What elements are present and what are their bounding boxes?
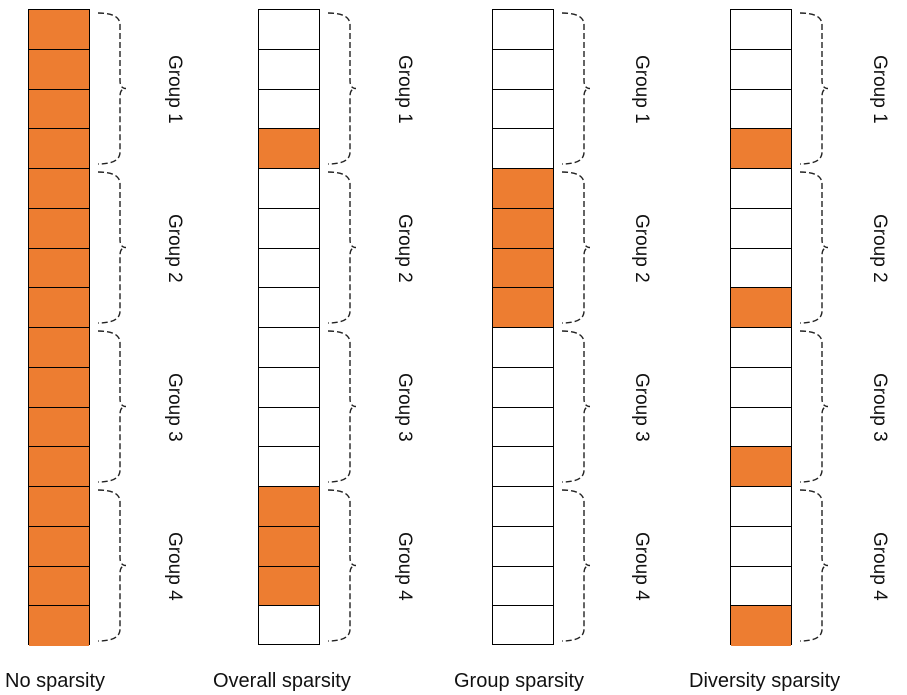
empty-cell <box>493 487 553 527</box>
filled-cell <box>29 89 89 130</box>
empty-cell <box>259 169 319 209</box>
weight-bar <box>258 9 320 645</box>
empty-cell <box>493 368 553 408</box>
group-brace <box>97 489 127 642</box>
filled-cell <box>259 566 319 607</box>
filled-cell <box>29 407 89 448</box>
filled-cell <box>29 328 89 368</box>
filled-cell <box>29 526 89 567</box>
filled-cell <box>29 248 89 289</box>
filled-cell <box>29 566 89 607</box>
filled-cell <box>731 447 791 487</box>
empty-cell <box>731 328 791 368</box>
column-title: Diversity sparsity <box>689 670 841 692</box>
filled-cell <box>259 526 319 567</box>
group-brace <box>561 171 591 324</box>
filled-cell <box>731 129 791 169</box>
group-brace <box>327 12 357 165</box>
empty-cell <box>259 288 319 328</box>
empty-cell <box>493 90 553 130</box>
filled-cell <box>29 169 89 209</box>
group-brace <box>327 489 357 642</box>
weight-bar <box>28 9 90 646</box>
filled-cell <box>29 129 89 169</box>
empty-cell <box>259 368 319 408</box>
empty-cell <box>259 50 319 90</box>
filled-cell <box>493 169 553 209</box>
group-brace <box>799 171 829 324</box>
filled-cell <box>493 288 553 328</box>
empty-cell <box>259 447 319 487</box>
empty-cell <box>731 408 791 448</box>
group-brace <box>799 489 829 642</box>
empty-cell <box>259 209 319 249</box>
filled-cell <box>493 248 553 289</box>
filled-cell <box>29 606 89 646</box>
group-brace <box>327 171 357 324</box>
column-title: Overall sparsity <box>213 670 351 692</box>
empty-cell <box>493 10 553 50</box>
filled-cell <box>29 367 89 408</box>
filled-cell <box>29 487 89 527</box>
filled-cell <box>259 487 319 527</box>
filled-cell <box>731 288 791 328</box>
group-brace <box>561 12 591 165</box>
empty-cell <box>493 567 553 607</box>
empty-cell <box>731 368 791 408</box>
filled-cell <box>29 10 89 50</box>
group-brace <box>97 171 127 324</box>
empty-cell <box>493 408 553 448</box>
empty-cell <box>731 169 791 209</box>
empty-cell <box>731 209 791 249</box>
empty-cell <box>731 90 791 130</box>
group-brace <box>799 12 829 165</box>
group-brace <box>561 330 591 483</box>
group-brace <box>561 489 591 642</box>
group-brace <box>97 330 127 483</box>
filled-cell <box>29 208 89 249</box>
column-title: No sparsity <box>5 670 106 692</box>
empty-cell <box>493 447 553 487</box>
filled-cell <box>29 288 89 328</box>
empty-cell <box>259 90 319 130</box>
filled-cell <box>731 606 791 646</box>
group-brace <box>799 330 829 483</box>
empty-cell <box>259 249 319 289</box>
filled-cell <box>29 49 89 90</box>
empty-cell <box>493 527 553 567</box>
group-brace <box>327 330 357 483</box>
filled-cell <box>259 129 319 169</box>
empty-cell <box>731 527 791 567</box>
group-brace <box>97 12 127 165</box>
empty-cell <box>731 567 791 607</box>
column-title: Group sparsity <box>454 670 585 692</box>
empty-cell <box>493 50 553 90</box>
empty-cell <box>731 487 791 527</box>
empty-cell <box>731 249 791 289</box>
empty-cell <box>259 10 319 50</box>
filled-cell <box>29 447 89 487</box>
weight-bar <box>730 9 792 646</box>
empty-cell <box>731 10 791 50</box>
weight-bar <box>492 9 554 645</box>
empty-cell <box>731 50 791 90</box>
empty-cell <box>493 129 553 169</box>
empty-cell <box>259 408 319 448</box>
empty-cell <box>493 328 553 368</box>
filled-cell <box>493 208 553 249</box>
empty-cell <box>259 328 319 368</box>
